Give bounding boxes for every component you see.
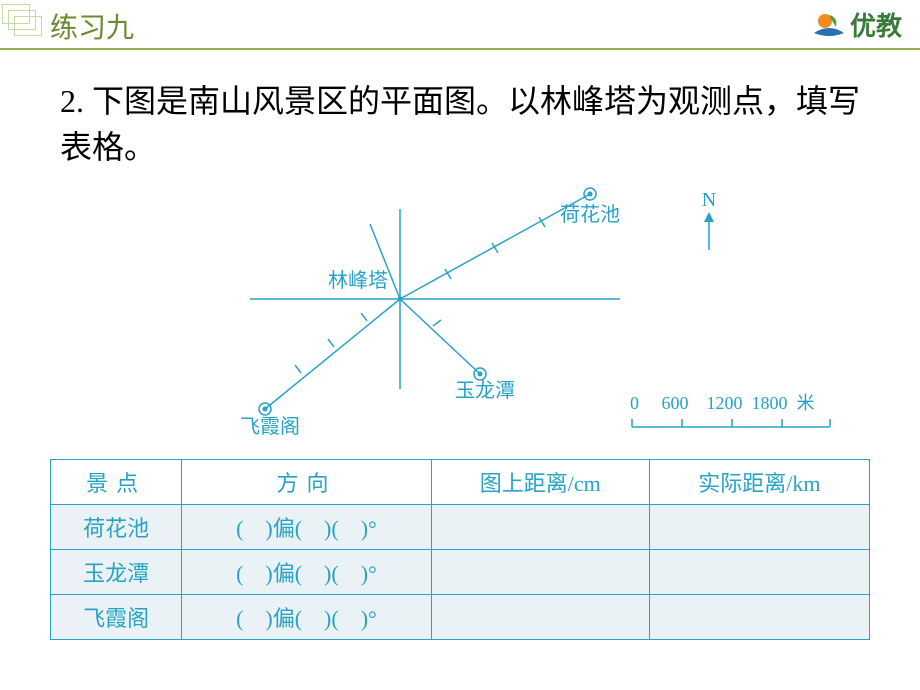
section-title: 练习九 xyxy=(50,6,134,46)
scale-tick-1: 600 xyxy=(662,393,689,413)
scale-bar-icon xyxy=(630,417,840,433)
cell-real-dist xyxy=(649,549,869,594)
table-row: 飞霞阁( )偏( )( )° xyxy=(51,594,870,639)
map-diagram: 林峰塔 荷花池 玉龙潭 飞霞阁 xyxy=(220,179,650,439)
brand-logo: 优教 xyxy=(812,6,902,43)
th-real-dist: 实际距离/km xyxy=(649,459,869,504)
table-row: 荷花池( )偏( )( )° xyxy=(51,504,870,549)
th-direction: 方向 xyxy=(182,459,431,504)
scale-unit: 米 xyxy=(797,393,815,413)
answer-table-wrap: 景点 方向 图上距离/cm 实际距离/km 荷花池( )偏( )( )°玉龙潭(… xyxy=(0,449,920,640)
cell-spot: 玉龙潭 xyxy=(51,549,182,594)
label-sw: 飞霞阁 xyxy=(240,415,300,438)
scale-tick-0: 0 xyxy=(630,393,639,413)
question-number: 2. xyxy=(60,83,84,119)
answer-table: 景点 方向 图上距离/cm 实际距离/km 荷花池( )偏( )( )°玉龙潭(… xyxy=(50,459,870,640)
table-row: 玉龙潭( )偏( )( )° xyxy=(51,549,870,594)
north-arrow-icon xyxy=(700,212,718,252)
scale-tick-3: 1800 xyxy=(752,393,788,413)
scale-labels: 0 600 1200 1800 米 xyxy=(630,389,840,415)
scale-bar-area: 0 600 1200 1800 米 xyxy=(630,389,840,438)
header-bar: 练习九 优教 xyxy=(0,0,920,50)
label-ne: 荷花池 xyxy=(560,203,620,226)
cell-real-dist xyxy=(649,594,869,639)
th-map-dist: 图上距离/cm xyxy=(431,459,649,504)
logo-text: 优教 xyxy=(850,6,902,43)
header-decoration xyxy=(0,0,40,50)
cell-spot: 飞霞阁 xyxy=(51,594,182,639)
compass-north: N xyxy=(700,189,718,257)
question-body: 下图是南山风景区的平面图。以林峰塔为观测点，填写表格。 xyxy=(60,83,860,165)
cell-direction: ( )偏( )( )° xyxy=(182,549,431,594)
cell-real-dist xyxy=(649,504,869,549)
compass-n-label: N xyxy=(700,189,718,212)
cell-map-dist xyxy=(431,594,649,639)
question-text: 2. 下图是南山风景区的平面图。以林峰塔为观测点，填写表格。 xyxy=(0,50,920,171)
cell-direction: ( )偏( )( )° xyxy=(182,594,431,639)
scale-tick-2: 1200 xyxy=(707,393,743,413)
cell-spot: 荷花池 xyxy=(51,504,182,549)
label-se: 玉龙潭 xyxy=(455,379,515,402)
logo-icon xyxy=(812,9,846,41)
diagram-area: 林峰塔 荷花池 玉龙潭 飞霞阁 N 0 600 1200 1800 米 xyxy=(0,179,920,449)
cell-map-dist xyxy=(431,504,649,549)
th-spot: 景点 xyxy=(51,459,182,504)
cell-direction: ( )偏( )( )° xyxy=(182,504,431,549)
label-center: 林峰塔 xyxy=(328,269,388,292)
cell-map-dist xyxy=(431,549,649,594)
